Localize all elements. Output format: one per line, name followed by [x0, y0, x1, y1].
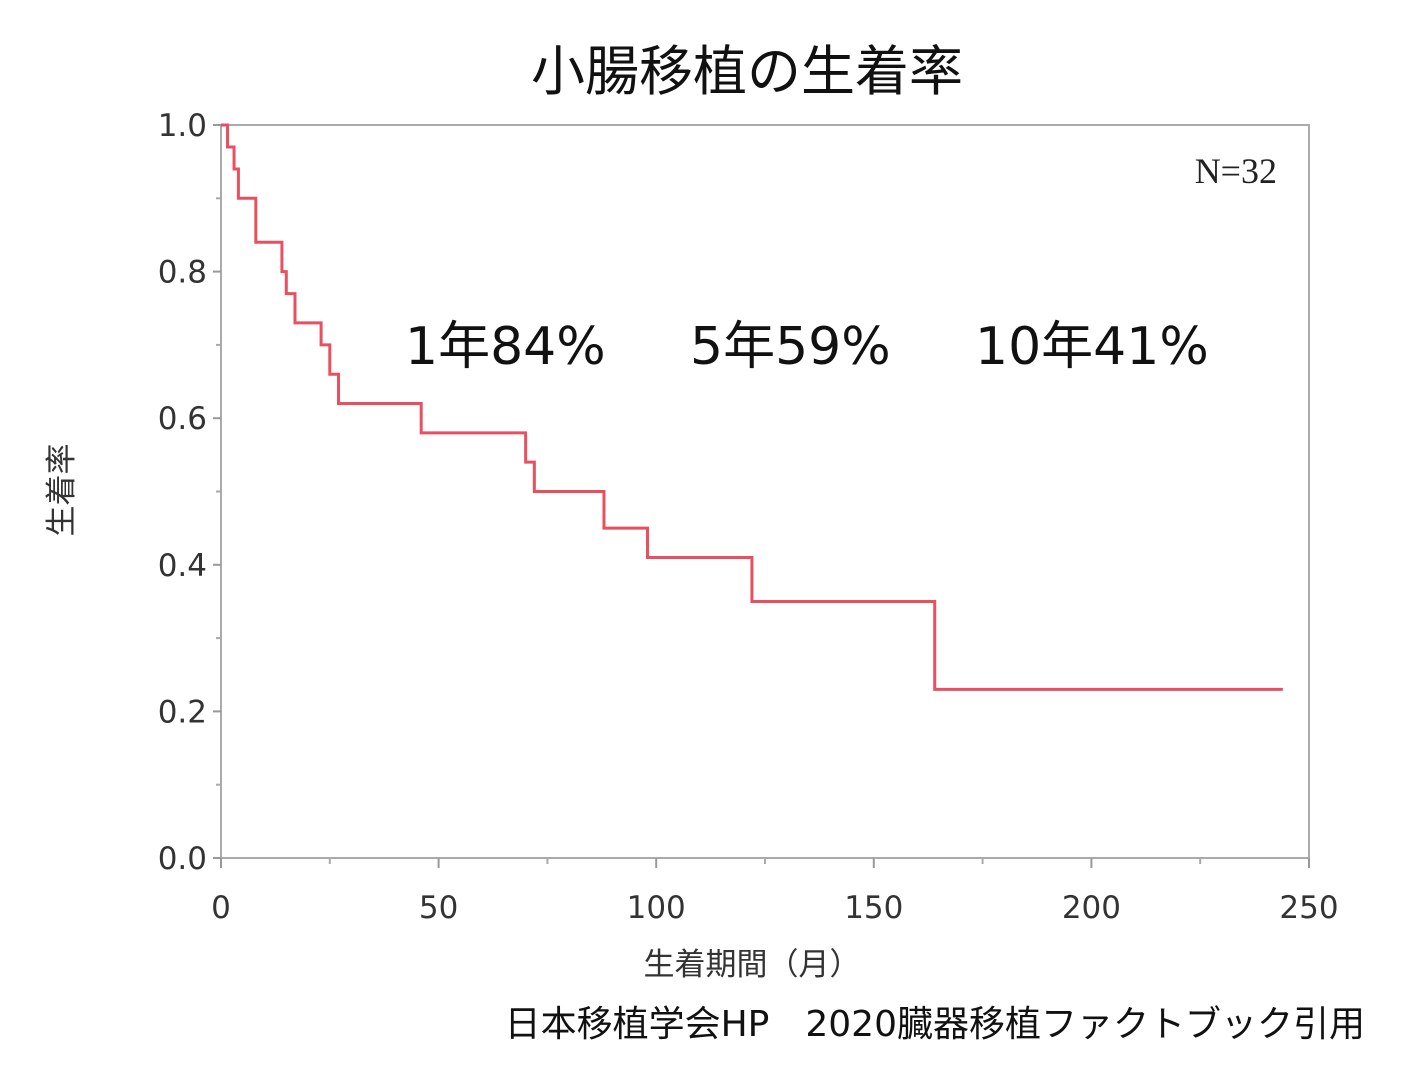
x-axis-title: 生着期間（月）	[644, 947, 861, 983]
y-axis: 0.0 0.2 0.4 0.6 0.8 1.0	[158, 108, 221, 877]
n-label: N=32	[1195, 151, 1277, 191]
chart-title: 小腸移植の生着率	[531, 40, 963, 103]
y-tick-label: 0.0	[158, 841, 207, 877]
x-tick-label: 0	[211, 890, 231, 926]
annotation-1year: 1年84%	[405, 317, 606, 377]
x-tick-label: 100	[627, 890, 686, 926]
x-tick-label: 150	[844, 890, 903, 926]
x-axis: 0 50 100 150 200 250	[211, 858, 1339, 926]
annotation-10year: 10年41%	[975, 317, 1209, 377]
plot-frame	[220, 124, 1310, 859]
x-tick-label: 50	[419, 890, 458, 926]
annotation-5year: 5年59%	[690, 317, 891, 377]
survival-curve	[221, 123, 1283, 691]
y-tick-label: 0.2	[158, 694, 207, 730]
y-axis-title: 生着率	[44, 444, 80, 537]
y-tick-label: 0.4	[158, 548, 207, 584]
x-tick-label: 200	[1062, 890, 1121, 926]
x-tick-label: 250	[1279, 890, 1338, 926]
y-tick-label: 1.0	[158, 108, 207, 144]
source-note: 日本移植学会HP 2020臓器移植ファクトブック引用	[505, 1004, 1365, 1045]
y-tick-label: 0.6	[158, 401, 207, 437]
y-tick-label: 0.8	[158, 255, 207, 291]
